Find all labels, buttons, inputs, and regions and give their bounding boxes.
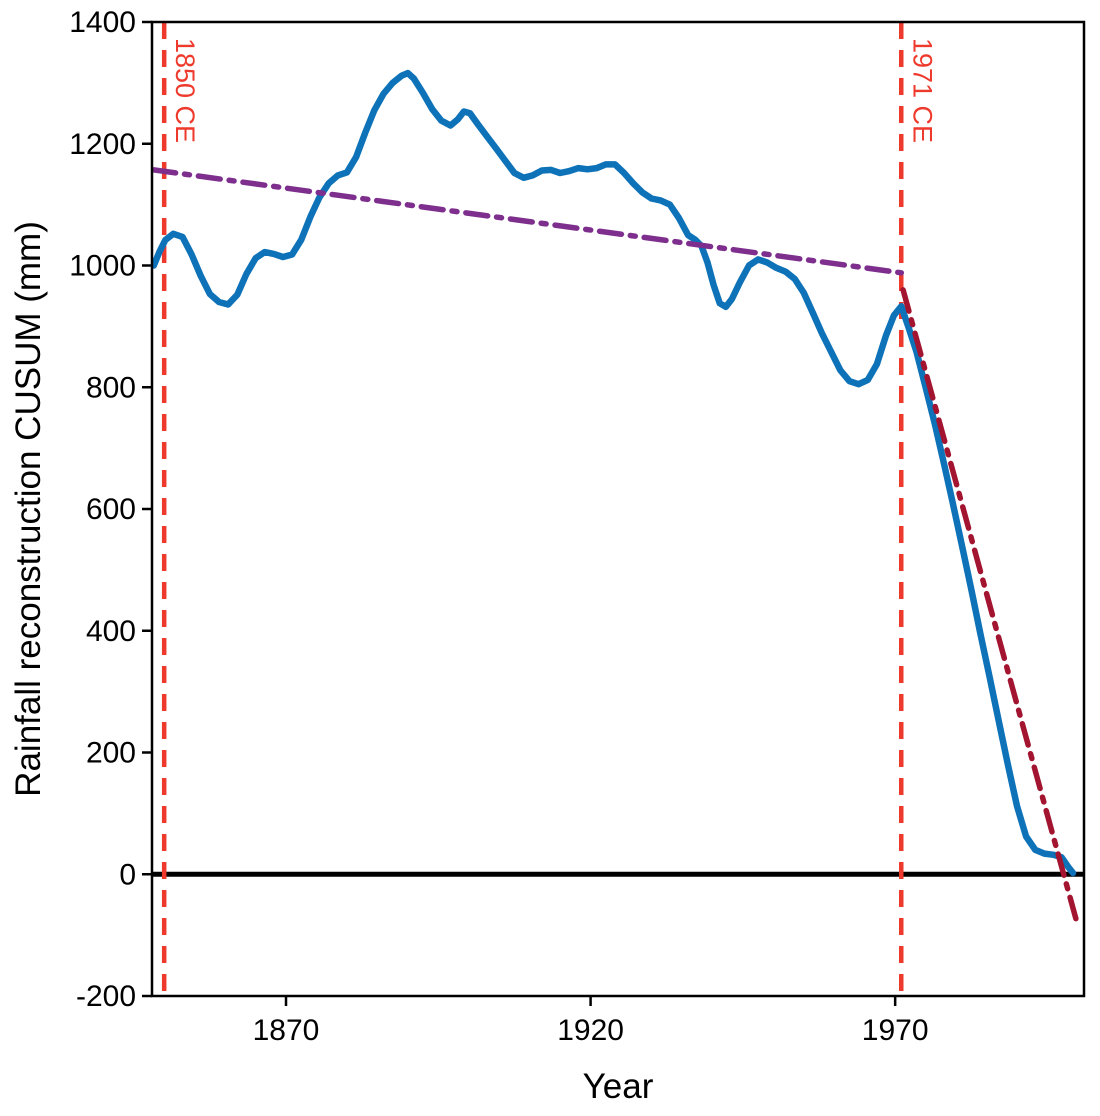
x-tick-label: 1870 — [253, 1014, 320, 1047]
y-tick-label: 1400 — [69, 6, 136, 39]
x-tick-label: 1970 — [862, 1014, 929, 1047]
series-line-rainfall-cusum — [150, 69, 1077, 877]
x-tick-label: 1920 — [557, 1014, 624, 1047]
y-tick-label: -200 — [76, 980, 136, 1013]
y-tick-label: 600 — [86, 493, 136, 526]
y-tick-label: 800 — [86, 371, 136, 404]
changepoint-1971-label: 1971 CE — [907, 38, 937, 143]
y-tick-label: 200 — [86, 737, 136, 770]
axis-box — [150, 20, 1086, 998]
y-tick-label: 1000 — [69, 250, 136, 283]
y-tick-label: 0 — [119, 858, 136, 891]
y-tick-label: 400 — [86, 615, 136, 648]
changepoint-1850-label: 1850 CE — [170, 38, 200, 143]
y-tick-label: 1200 — [69, 128, 136, 161]
series-line-post-1971-trend — [900, 287, 1081, 929]
series-line-pre-1971-trend — [151, 167, 905, 276]
y-axis-label: Rainfall reconstruction CUSUM (mm) — [9, 221, 48, 797]
x-axis-label: Year — [583, 1067, 654, 1106]
